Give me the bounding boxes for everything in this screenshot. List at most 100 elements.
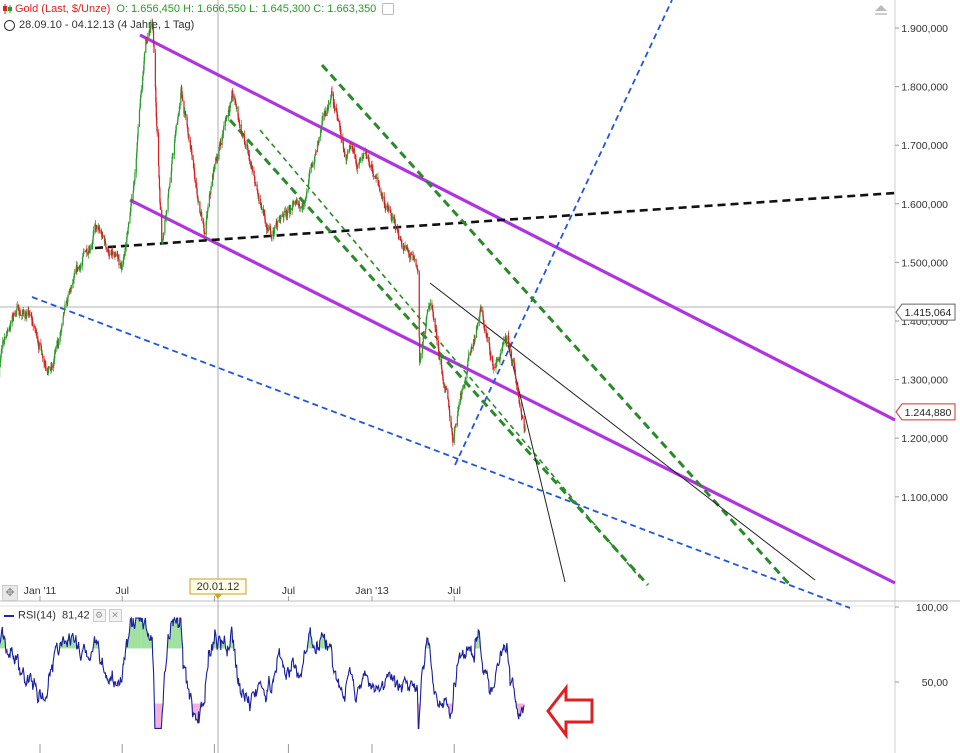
candle-body [361, 157, 363, 159]
candle-body [365, 155, 368, 157]
candle-body [384, 203, 386, 206]
candle-body [270, 230, 272, 235]
candle-body [377, 177, 379, 181]
candle-body [142, 71, 144, 77]
candle-body [183, 111, 186, 114]
candle-body [282, 215, 284, 217]
candle-body [327, 104, 329, 110]
candle-body [164, 219, 166, 233]
candle-body [264, 218, 266, 224]
rsi-line-icon [4, 614, 14, 617]
candle-body [169, 182, 171, 187]
candle-body [260, 202, 262, 207]
candle-body [37, 341, 39, 345]
candle-body [295, 201, 297, 204]
close-icon[interactable]: ✕ [108, 609, 122, 622]
candle-body [514, 368, 516, 374]
candle-body [464, 384, 466, 386]
candle-body [315, 151, 317, 153]
candle-body [94, 224, 97, 229]
candle-body [189, 139, 191, 148]
candle-body [521, 415, 523, 417]
rsi-y-tick-label: 100,00 [916, 602, 948, 614]
candle-body [150, 23, 152, 28]
candle-body [504, 337, 507, 340]
trendlines[interactable] [31, 0, 896, 609]
candle-body [372, 174, 374, 177]
candle-body [5, 336, 7, 338]
candle-body [485, 329, 487, 334]
candle-body [390, 209, 392, 213]
candle-body [440, 359, 443, 369]
candle-body [91, 244, 93, 246]
x-tick-label: Jul [115, 585, 128, 597]
candle-body [489, 343, 491, 350]
candle-body [82, 256, 84, 262]
candle-body [75, 269, 77, 274]
candle-body [289, 209, 291, 214]
candle-body [63, 312, 65, 317]
candle-body [253, 175, 255, 177]
candle-body [165, 217, 167, 218]
candle-body [417, 269, 419, 271]
candle-body [383, 196, 385, 204]
candle-body [139, 98, 141, 108]
candle-body [132, 185, 135, 193]
candle-body [436, 334, 438, 341]
candle-body [523, 418, 525, 429]
candle-body [48, 366, 50, 372]
candle-body [432, 309, 434, 312]
price-marker-tag [895, 303, 956, 321]
candle-body [218, 145, 220, 151]
candle-body [301, 204, 304, 210]
candle-body [318, 138, 320, 142]
move-icon[interactable]: ✥ [2, 585, 18, 601]
candle-body [87, 250, 90, 255]
y-tick-label: 1.500,000 [901, 257, 948, 269]
candle-body [384, 205, 386, 209]
candle-body [502, 343, 504, 345]
candle-body [168, 188, 170, 190]
candle-body [371, 164, 373, 167]
candle-body [162, 240, 164, 242]
candle-body [413, 255, 415, 261]
candle-body [175, 125, 177, 131]
blue-steep-line [454, 0, 673, 466]
candle-body [59, 331, 62, 337]
rsi-line [0, 616, 525, 729]
candle-body [167, 197, 169, 211]
rsi-header: RSI(14) 81,42 ⚙ ✕ [4, 609, 122, 622]
candle-body [395, 225, 397, 230]
candle-body [31, 320, 33, 322]
candle-body [85, 251, 87, 253]
candle-body [168, 186, 171, 189]
green-channel-mid [259, 129, 641, 579]
candle-body [331, 90, 333, 95]
settings-icon[interactable] [382, 3, 395, 16]
candle-body [104, 240, 107, 244]
candle-body [237, 106, 239, 117]
candle-body [255, 184, 257, 186]
candle-body [184, 111, 186, 114]
settings-icon[interactable]: ⚙ [92, 609, 106, 622]
candle-body [321, 120, 323, 126]
candle-body [208, 194, 211, 207]
candle-body [114, 253, 116, 256]
rsi-panel: 100,00 50,00 [0, 602, 948, 729]
candle-body [360, 158, 362, 161]
candle-body [227, 109, 230, 117]
candle-body [276, 222, 278, 226]
candle-body [213, 164, 216, 172]
candle-body [339, 120, 341, 127]
scroll-up-icon[interactable] [874, 3, 888, 15]
candle-body [206, 210, 209, 215]
candle-body [158, 176, 161, 189]
candle-body [10, 322, 12, 325]
candle-body [346, 153, 349, 156]
candle-body [114, 255, 116, 257]
candle-body [421, 343, 424, 354]
candle-body [194, 175, 196, 181]
candle-body [202, 223, 205, 225]
candle-body [222, 133, 224, 135]
